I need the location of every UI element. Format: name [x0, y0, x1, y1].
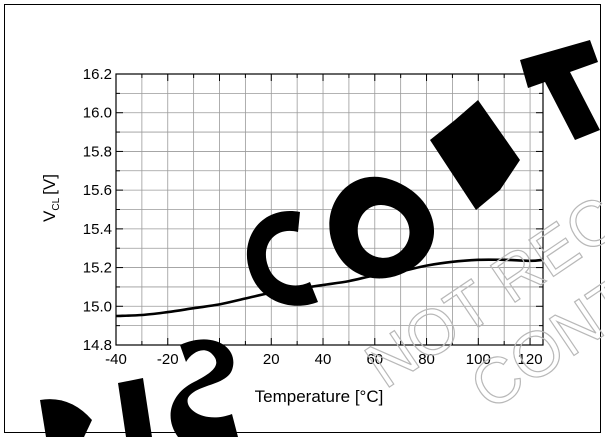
series-layer	[115, 258, 544, 318]
x-tick-label: 20	[263, 351, 280, 368]
x-tick-label: 60	[366, 351, 383, 368]
y-tick-label: 14.8	[83, 337, 112, 354]
y-tick-label: 16.0	[83, 105, 112, 122]
x-tick-label: 120	[518, 351, 543, 368]
watermark-letter-c	[246, 211, 318, 306]
y-tick-label: 15.0	[83, 298, 112, 315]
x-tick-label: 80	[418, 351, 435, 368]
series-line	[115, 258, 544, 318]
y-axis-title-unit: [V]	[40, 174, 59, 195]
x-tick-label: 40	[315, 351, 332, 368]
tick-labels: -40-2002040608010012014.815.015.215.415.…	[83, 66, 543, 368]
y-tick-label: 16.2	[83, 66, 112, 83]
watermark-letter-o	[329, 176, 435, 279]
x-axis-title: Temperature [°C]	[255, 387, 384, 406]
y-axis-title-main: V	[40, 210, 59, 222]
watermark-letter-t	[520, 40, 600, 140]
y-tick-label: 15.4	[83, 221, 112, 238]
y-tick-label: 15.2	[83, 260, 112, 277]
ticks	[115, 73, 543, 346]
x-tick-label: -40	[105, 351, 127, 368]
watermark-letter-i	[118, 378, 152, 437]
watermark-letter-s	[170, 339, 238, 437]
watermark-letter-d	[40, 399, 92, 437]
y-axis-title-subscript: CL	[51, 197, 62, 210]
x-tick-label: 100	[466, 351, 491, 368]
y-axis-title: VCL [V]	[40, 174, 62, 222]
watermark-letter-n	[430, 100, 520, 210]
axis-titles: VCL [V] Temperature [°C]	[40, 174, 383, 406]
x-tick-label: -20	[157, 351, 179, 368]
y-tick-label: 15.6	[83, 182, 112, 199]
y-tick-label: 15.8	[83, 143, 112, 160]
